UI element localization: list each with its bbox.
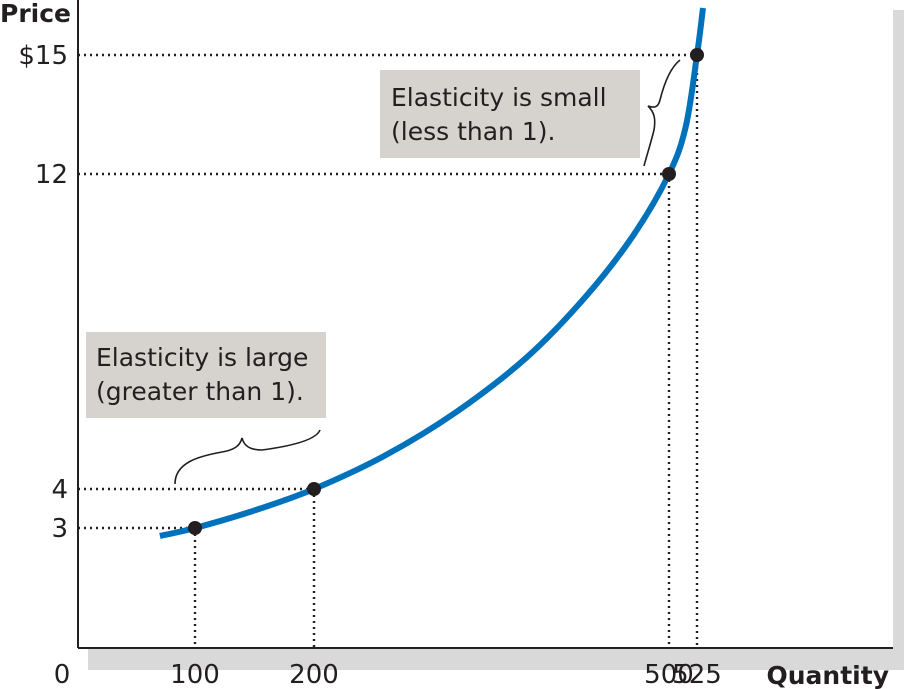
demand-curve-layer (159, 7, 706, 539)
annotation-large-line-1: Elasticity is large (96, 343, 308, 372)
y-tick-label-0: 3 (51, 514, 68, 544)
x-tick-label-3: 500 (644, 660, 694, 689)
annotation-large-line-2: (greater than 1). (96, 377, 304, 406)
annotation-small-line-2: (less than 1). (391, 117, 555, 146)
annotation-small-box (380, 70, 640, 158)
annotation-small-brace (643, 59, 681, 167)
y-axis-title: Price (0, 0, 71, 28)
x-axis-title: Quantity (767, 661, 890, 689)
data-point-2 (662, 167, 676, 181)
y-tick-label-3: $15 (18, 41, 68, 71)
annotation-small: Elasticity is small (less than 1). (380, 59, 681, 167)
y-tick-label-1: 4 (51, 475, 68, 505)
x-tick-label-4: 525 (672, 660, 722, 689)
guide-lines (78, 53, 699, 648)
data-point-1 (307, 482, 321, 496)
data-point-3 (690, 48, 704, 62)
data-points (188, 48, 704, 535)
data-point-0 (188, 521, 202, 535)
x-tick-label-0: 0 (54, 660, 71, 689)
x-tick-label-1: 100 (170, 660, 220, 689)
annotation-large-box (86, 332, 326, 418)
annotation-small-line-1: Elasticity is small (391, 83, 607, 112)
annotation-large-brace (174, 429, 321, 485)
demand-curve (159, 7, 706, 539)
y-tick-label-2: 12 (35, 160, 68, 190)
x-tick-label-2: 200 (289, 660, 339, 689)
annotation-large: Elasticity is large (greater than 1). (86, 332, 326, 485)
